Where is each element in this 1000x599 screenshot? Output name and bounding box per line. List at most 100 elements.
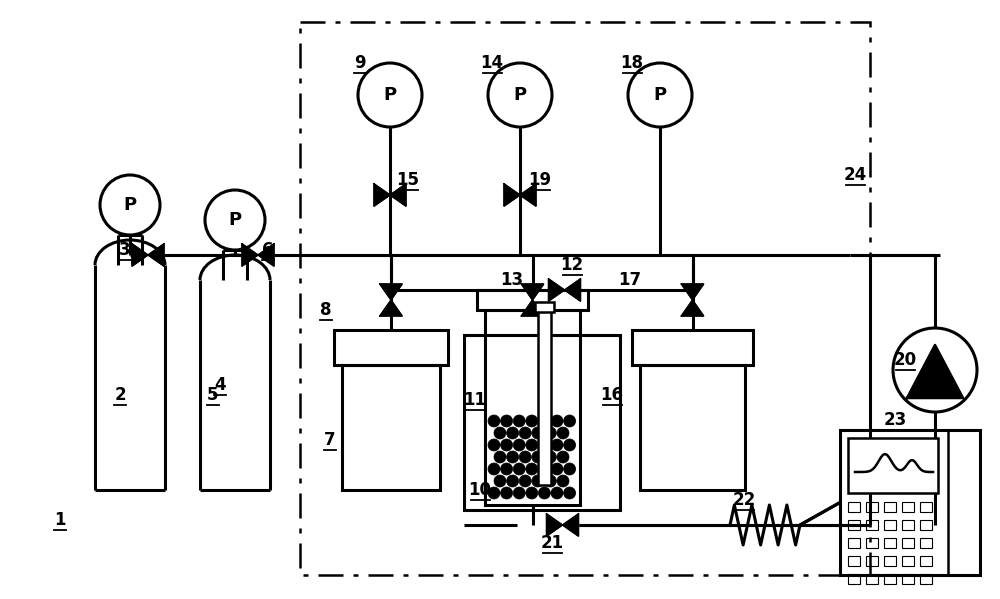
- Circle shape: [628, 63, 692, 127]
- Text: 7: 7: [324, 431, 336, 449]
- Text: 11: 11: [464, 391, 486, 409]
- Bar: [920, 538, 932, 548]
- Circle shape: [513, 415, 525, 427]
- Bar: [534, 302, 554, 312]
- Circle shape: [488, 463, 500, 475]
- Bar: [884, 556, 896, 566]
- Circle shape: [564, 463, 576, 475]
- Circle shape: [557, 475, 569, 487]
- Bar: [334, 330, 448, 365]
- Polygon shape: [546, 514, 562, 536]
- Text: 8: 8: [320, 301, 332, 319]
- Circle shape: [564, 487, 576, 499]
- Polygon shape: [681, 300, 704, 316]
- Bar: [920, 502, 932, 512]
- Text: 15: 15: [396, 171, 420, 189]
- Polygon shape: [907, 345, 963, 398]
- Polygon shape: [681, 284, 704, 300]
- Circle shape: [501, 463, 513, 475]
- Circle shape: [564, 439, 576, 451]
- Text: 22: 22: [732, 491, 756, 509]
- Polygon shape: [564, 279, 580, 301]
- Circle shape: [488, 415, 500, 427]
- Circle shape: [507, 451, 519, 463]
- Bar: [848, 556, 860, 566]
- Text: 1: 1: [54, 511, 66, 529]
- Circle shape: [205, 190, 265, 250]
- Polygon shape: [374, 184, 390, 206]
- Text: 24: 24: [843, 166, 867, 184]
- Circle shape: [564, 415, 576, 427]
- Polygon shape: [148, 244, 164, 266]
- Text: 12: 12: [560, 256, 584, 274]
- Bar: [884, 538, 896, 548]
- Text: 5: 5: [207, 386, 219, 404]
- Polygon shape: [504, 184, 520, 206]
- Circle shape: [494, 475, 506, 487]
- Circle shape: [538, 415, 550, 427]
- Bar: [300, 22, 870, 575]
- Circle shape: [494, 451, 506, 463]
- Polygon shape: [548, 279, 564, 301]
- Bar: [632, 330, 753, 365]
- Bar: [884, 574, 896, 584]
- Polygon shape: [562, 514, 578, 536]
- Circle shape: [551, 463, 563, 475]
- Circle shape: [532, 451, 544, 463]
- Bar: [848, 574, 860, 584]
- Circle shape: [501, 439, 513, 451]
- Bar: [902, 538, 914, 548]
- Bar: [485, 310, 580, 505]
- Text: 17: 17: [618, 271, 642, 289]
- Circle shape: [358, 63, 422, 127]
- Polygon shape: [520, 184, 536, 206]
- Polygon shape: [521, 284, 544, 300]
- Circle shape: [513, 463, 525, 475]
- Circle shape: [551, 439, 563, 451]
- Text: 14: 14: [480, 54, 504, 72]
- Circle shape: [557, 427, 569, 439]
- Circle shape: [488, 63, 552, 127]
- Circle shape: [544, 427, 556, 439]
- Polygon shape: [242, 244, 258, 266]
- Bar: [920, 556, 932, 566]
- Polygon shape: [380, 300, 402, 316]
- Bar: [884, 520, 896, 530]
- Polygon shape: [132, 244, 148, 266]
- Text: 21: 21: [540, 534, 564, 552]
- Text: 9: 9: [354, 54, 366, 72]
- Bar: [342, 365, 440, 490]
- Bar: [920, 520, 932, 530]
- Circle shape: [538, 487, 550, 499]
- Text: 18: 18: [620, 54, 644, 72]
- Bar: [477, 290, 588, 310]
- Circle shape: [551, 415, 563, 427]
- Circle shape: [526, 487, 538, 499]
- Circle shape: [526, 439, 538, 451]
- Circle shape: [501, 487, 513, 499]
- Circle shape: [519, 451, 531, 463]
- Circle shape: [488, 439, 500, 451]
- Circle shape: [544, 475, 556, 487]
- Text: P: P: [653, 86, 667, 104]
- Text: 20: 20: [893, 351, 917, 369]
- Bar: [866, 520, 878, 530]
- Polygon shape: [258, 244, 274, 266]
- Text: 2: 2: [114, 386, 126, 404]
- Polygon shape: [521, 300, 544, 316]
- Bar: [902, 520, 914, 530]
- Bar: [902, 502, 914, 512]
- Circle shape: [100, 175, 160, 235]
- Bar: [848, 502, 860, 512]
- Bar: [866, 538, 878, 548]
- Circle shape: [519, 427, 531, 439]
- Bar: [902, 556, 914, 566]
- Circle shape: [526, 415, 538, 427]
- Bar: [920, 574, 932, 584]
- Text: 6: 6: [262, 241, 274, 259]
- Circle shape: [513, 487, 525, 499]
- Text: P: P: [228, 211, 242, 229]
- Bar: [840, 430, 980, 575]
- Text: P: P: [383, 86, 397, 104]
- Circle shape: [513, 439, 525, 451]
